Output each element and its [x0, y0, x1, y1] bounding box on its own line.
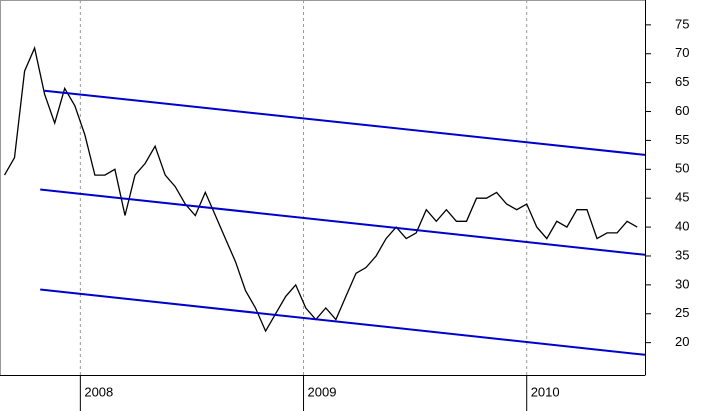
x-tick-label: 2009	[308, 384, 337, 399]
price-line	[3, 45, 638, 333]
channel-line	[40, 288, 646, 356]
plot-area	[0, 0, 646, 376]
y-tick-label: 35	[675, 247, 689, 262]
x-tick-label: 2010	[531, 384, 560, 399]
y-tick-label: 55	[675, 132, 689, 147]
channel-line	[44, 89, 646, 156]
y-tick-label: 20	[675, 334, 689, 349]
y-tick-label: 75	[675, 16, 689, 31]
y-tick-label: 40	[675, 219, 689, 234]
channel-line	[40, 188, 646, 256]
y-tick-label: 70	[675, 45, 689, 60]
y-tick-label: 25	[675, 305, 689, 320]
y-tick-label: 60	[675, 103, 689, 118]
y-tick-label: 30	[675, 276, 689, 291]
y-tick-label: 65	[675, 74, 689, 89]
y-tick-label: 45	[675, 190, 689, 205]
y-tick-label: 50	[675, 161, 689, 176]
x-tick-label: 2008	[84, 384, 113, 399]
